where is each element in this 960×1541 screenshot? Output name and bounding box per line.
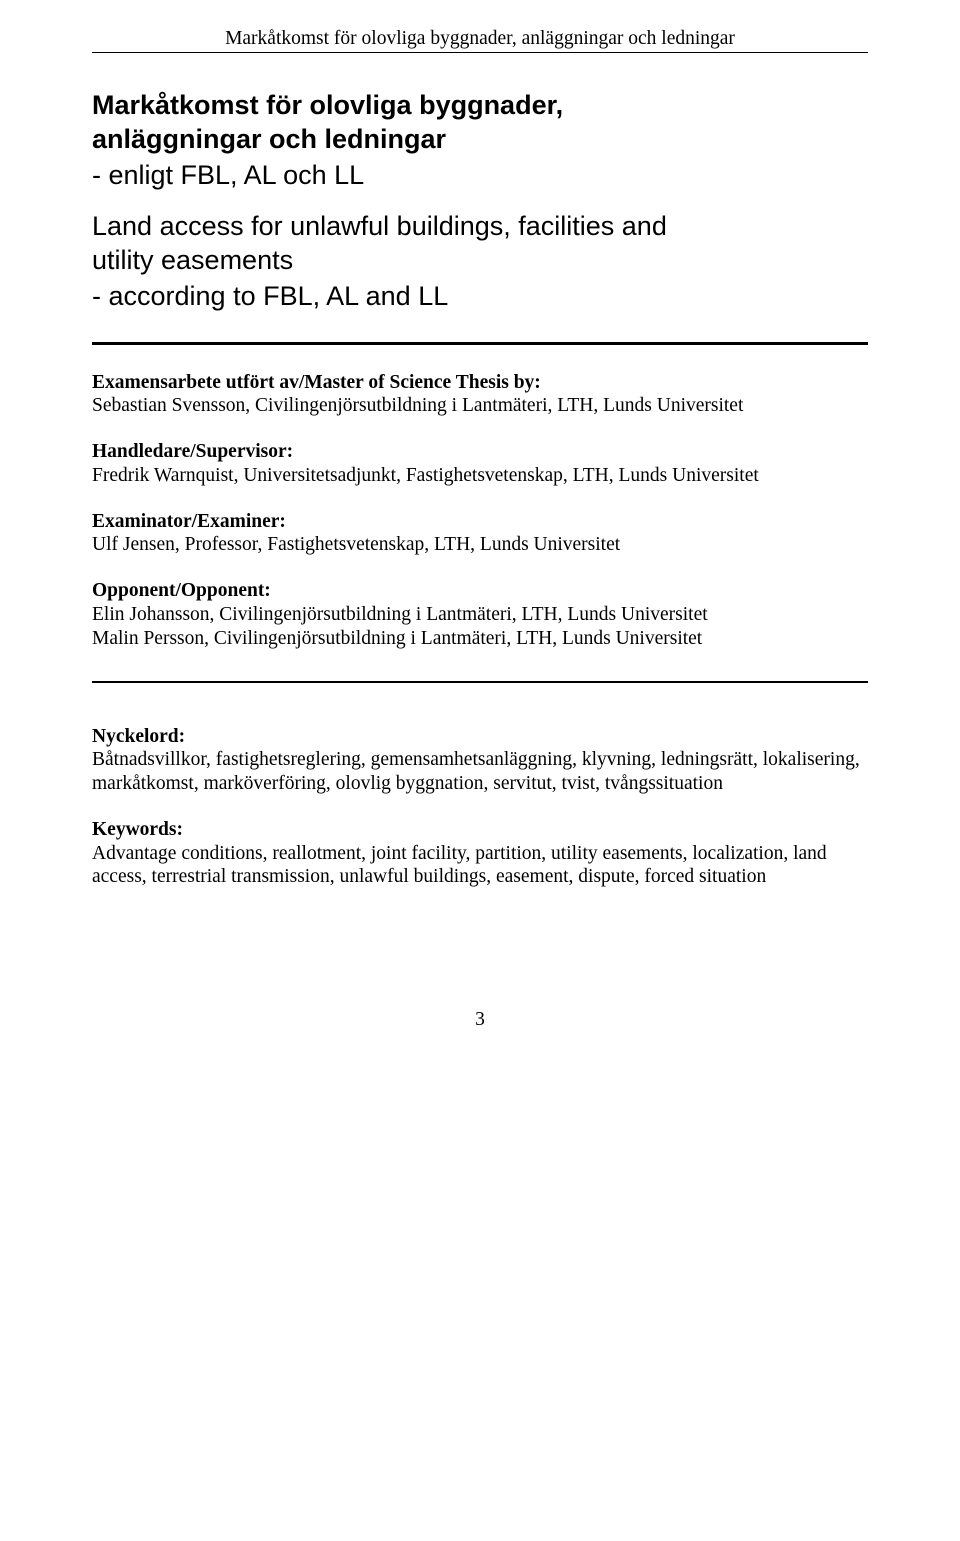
running-header: Markåtkomst för olovliga byggnader, anlä…: [92, 28, 868, 53]
keywords-text: Advantage conditions, reallotment, joint…: [92, 843, 827, 888]
nyckelord-label: Nyckelord:: [92, 726, 185, 747]
nyckelord-block: Nyckelord: Båtnadsvillkor, fastighetsreg…: [92, 725, 868, 796]
examiner-text: Ulf Jensen, Professor, Fastighetsvetensk…: [92, 534, 620, 555]
opponent-line2: Malin Persson, Civilingenjörsutbildning …: [92, 628, 702, 649]
thesis-by-text: Sebastian Svensson, Civilingenjörsutbild…: [92, 395, 743, 416]
keywords-block: Keywords: Advantage conditions, reallotm…: [92, 818, 868, 889]
opponent-block: Opponent/Opponent: Elin Johansson, Civil…: [92, 579, 868, 650]
title-sv-line2: anläggningar och ledningar: [92, 124, 446, 154]
title-english: Land access for unlawful buildings, faci…: [92, 210, 868, 278]
examiner-block: Examinator/Examiner: Ulf Jensen, Profess…: [92, 510, 868, 558]
page-number: 3: [92, 1009, 868, 1031]
supervisor-text: Fredrik Warnquist, Universitetsadjunkt, …: [92, 465, 759, 486]
divider-top: [92, 342, 868, 345]
subtitle-english: - according to FBL, AL and LL: [92, 280, 868, 314]
subtitle-swedish: - enligt FBL, AL och LL: [92, 159, 868, 193]
title-sv-line1: Markåtkomst för olovliga byggnader,: [92, 90, 563, 120]
opponent-line1: Elin Johansson, Civilingenjörsutbildning…: [92, 604, 708, 625]
title-en-line2: utility easements: [92, 245, 293, 275]
keywords-label: Keywords:: [92, 819, 183, 840]
title-swedish: Markåtkomst för olovliga byggnader, anlä…: [92, 89, 868, 157]
title-en-line1: Land access for unlawful buildings, faci…: [92, 211, 667, 241]
opponent-label: Opponent/Opponent:: [92, 580, 271, 601]
nyckelord-text: Båtnadsvillkor, fastighetsreglering, gem…: [92, 749, 860, 794]
divider-bottom: [92, 681, 868, 683]
supervisor-label: Handledare/Supervisor:: [92, 441, 293, 462]
thesis-by-block: Examensarbete utfört av/Master of Scienc…: [92, 371, 868, 419]
thesis-by-label: Examensarbete utfört av/Master of Scienc…: [92, 372, 541, 393]
examiner-label: Examinator/Examiner:: [92, 511, 286, 532]
supervisor-block: Handledare/Supervisor: Fredrik Warnquist…: [92, 440, 868, 488]
